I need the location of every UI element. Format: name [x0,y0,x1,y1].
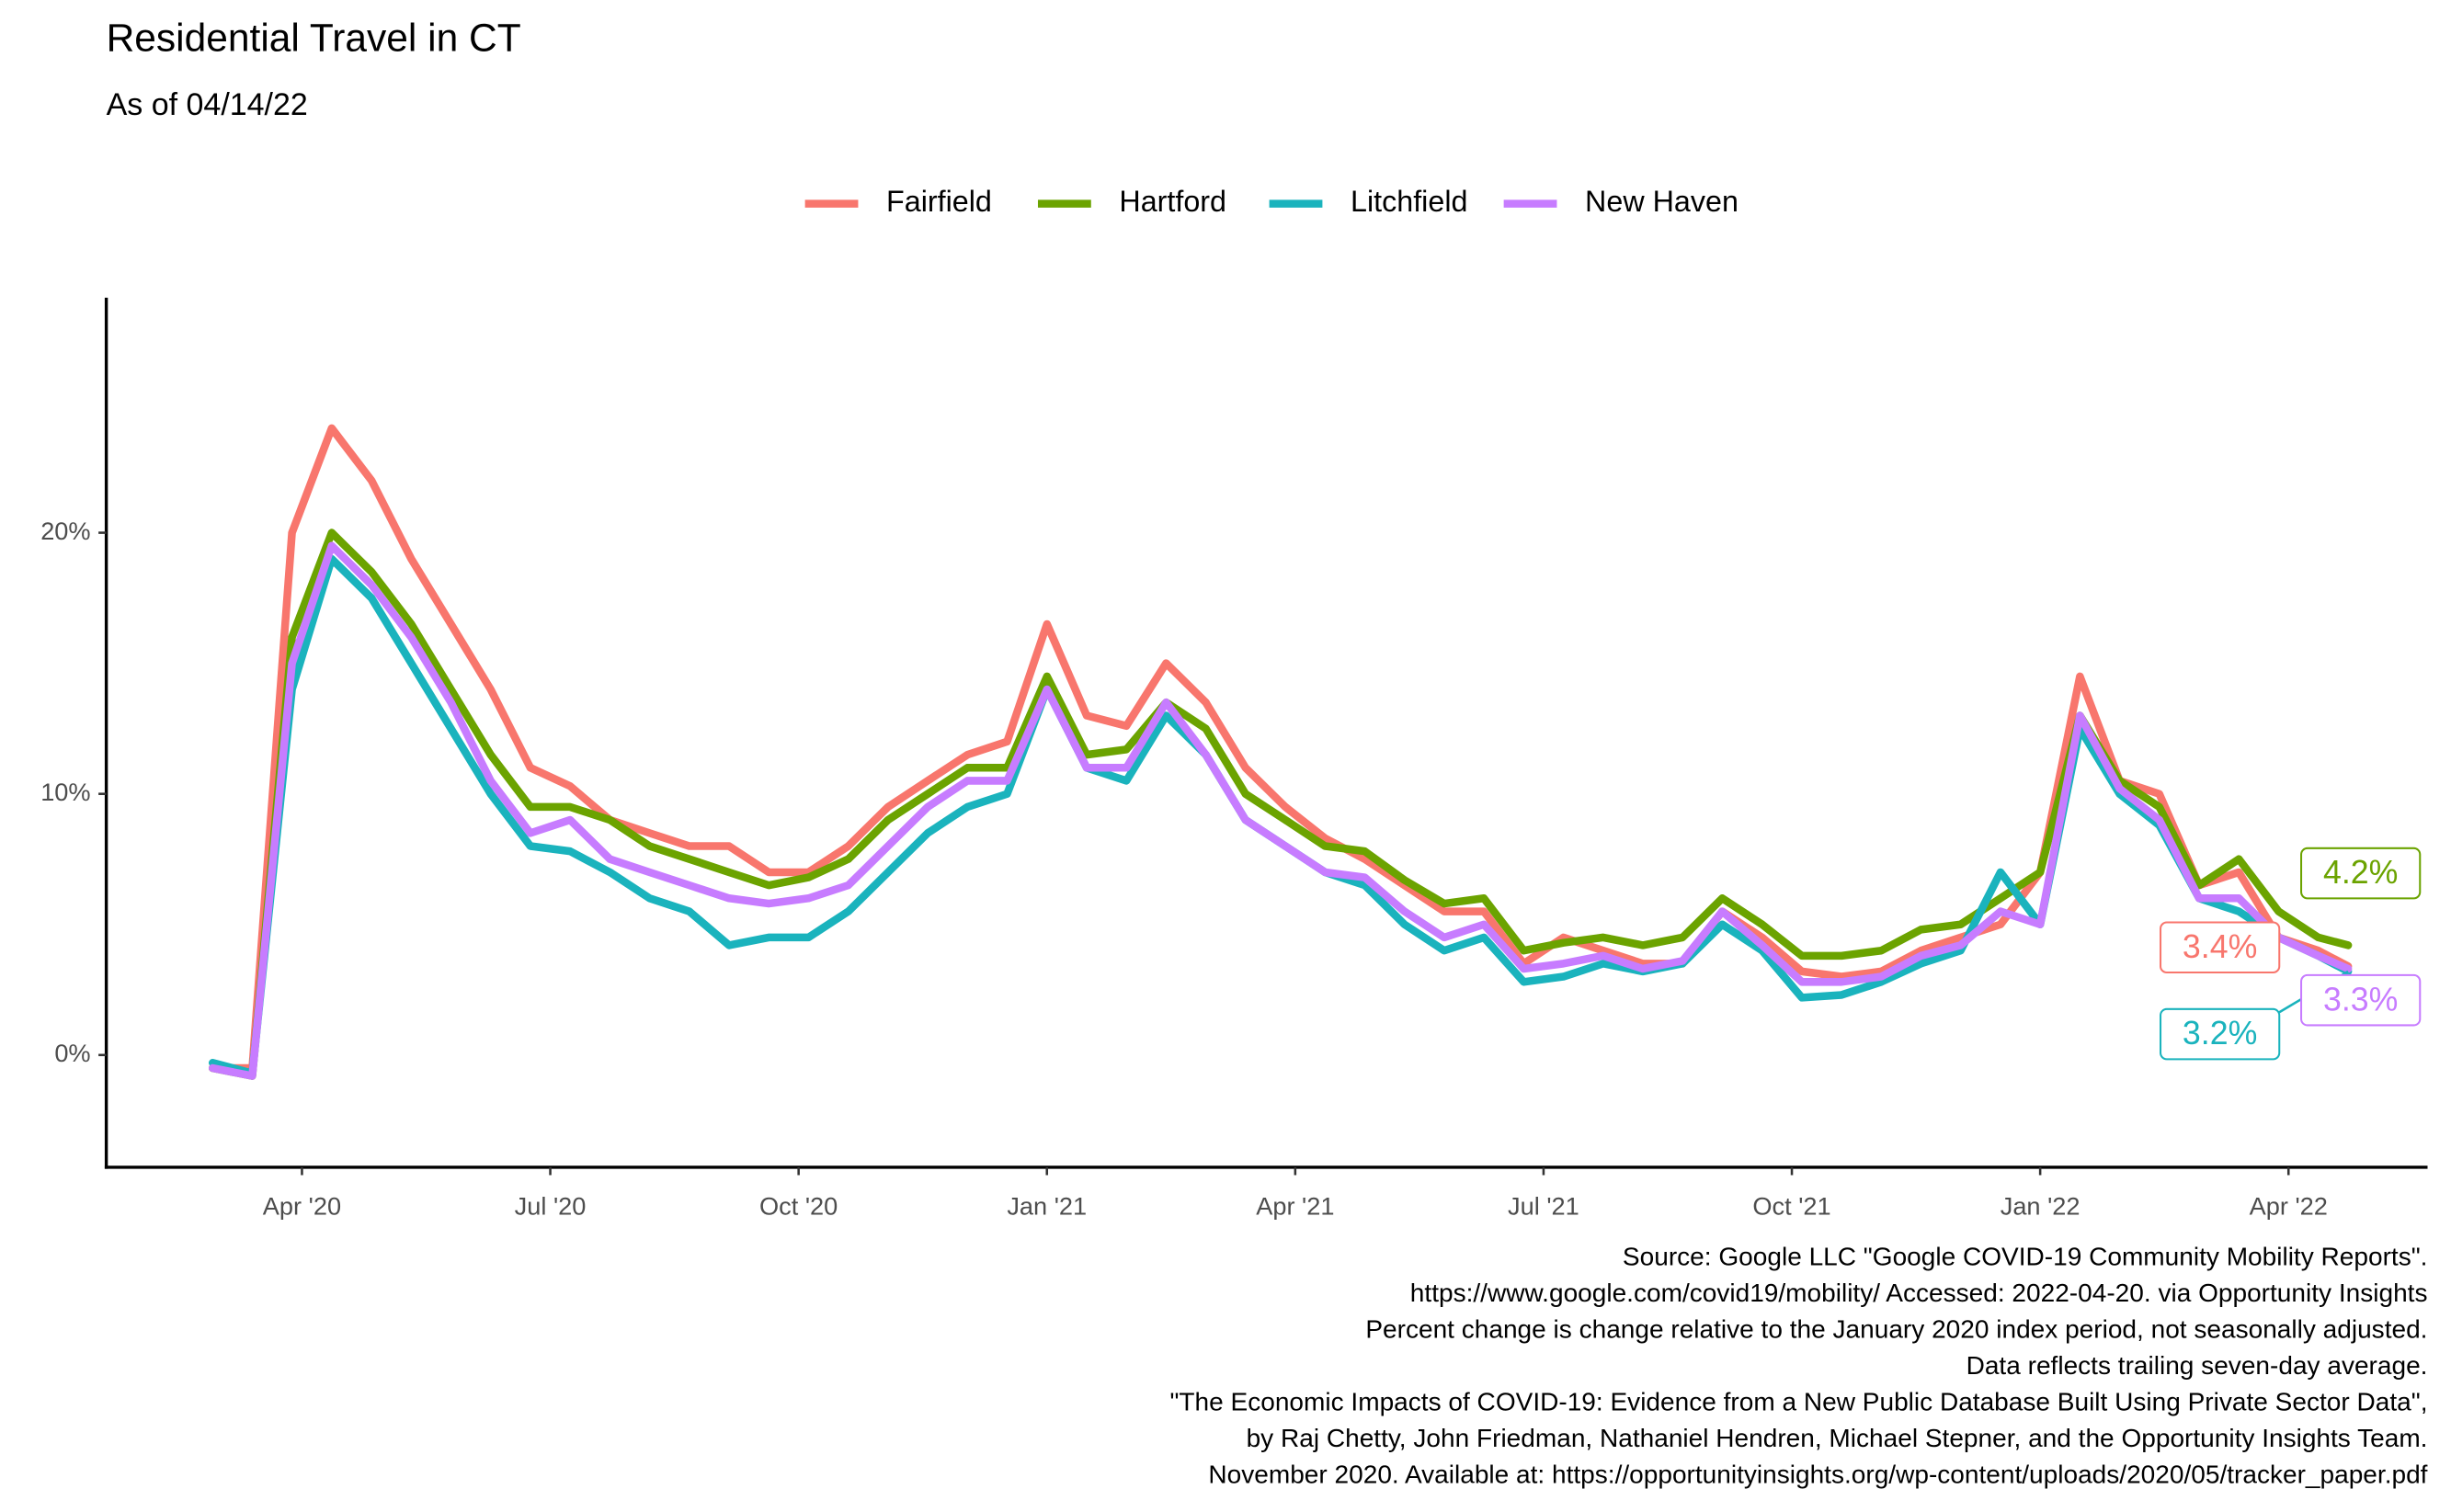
series-line [208,424,2353,1073]
caption-line: https://www.google.com/covid19/mobility/… [1410,1279,2428,1307]
data-label: 3.3% [2323,981,2398,1017]
x-tick-label: Jan '22 [2001,1191,2080,1220]
data-label: 4.2% [2323,854,2398,891]
x-tick-label: Apr '20 [263,1191,341,1220]
y-tick-label: 10% [40,778,90,806]
legend-label: New Haven [1585,185,1738,218]
x-tick-label: Oct '20 [759,1191,838,1220]
legend-label: Fairfield [886,185,992,218]
label-box [2300,847,2422,900]
x-tick-label: Jan '21 [1007,1191,1087,1220]
caption-line: Percent change is change relative to the… [1365,1314,2427,1343]
data-label: 3.4% [2183,928,2257,965]
legend-label: Hartford [1119,185,1226,218]
caption-line: Data reflects trailing seven-day average… [1966,1351,2428,1380]
x-tick-label: Jul '20 [515,1191,587,1220]
y-tick-label: 20% [40,517,90,545]
label-box [2160,1007,2281,1061]
series-line [208,541,2353,1080]
chart-subtitle: As of 04/14/22 [107,87,308,122]
caption-line: by Raj Chetty, John Friedman, Nathaniel … [1247,1424,2428,1452]
caption-line: "The Economic Impacts of COVID-19: Evide… [1169,1387,2427,1415]
series-line [208,529,2353,1080]
x-tick-label: Jul '21 [1508,1191,1579,1220]
label-box [2160,921,2281,974]
caption-line: November 2020. Available at: https://opp… [1208,1461,2427,1489]
data-label: 3.2% [2183,1015,2257,1052]
y-tick-label: 0% [54,1039,90,1067]
label-box [2300,973,2422,1027]
x-tick-label: Apr '21 [1256,1191,1334,1220]
x-tick-label: Apr '22 [2250,1191,2328,1220]
x-tick-label: Oct '21 [1752,1191,1830,1220]
legend-label: Litchfield [1351,185,1467,218]
chart-title: Residential Travel in CT [107,17,521,61]
caption-line: Source: Google LLC "Google COVID-19 Comm… [1623,1242,2428,1270]
